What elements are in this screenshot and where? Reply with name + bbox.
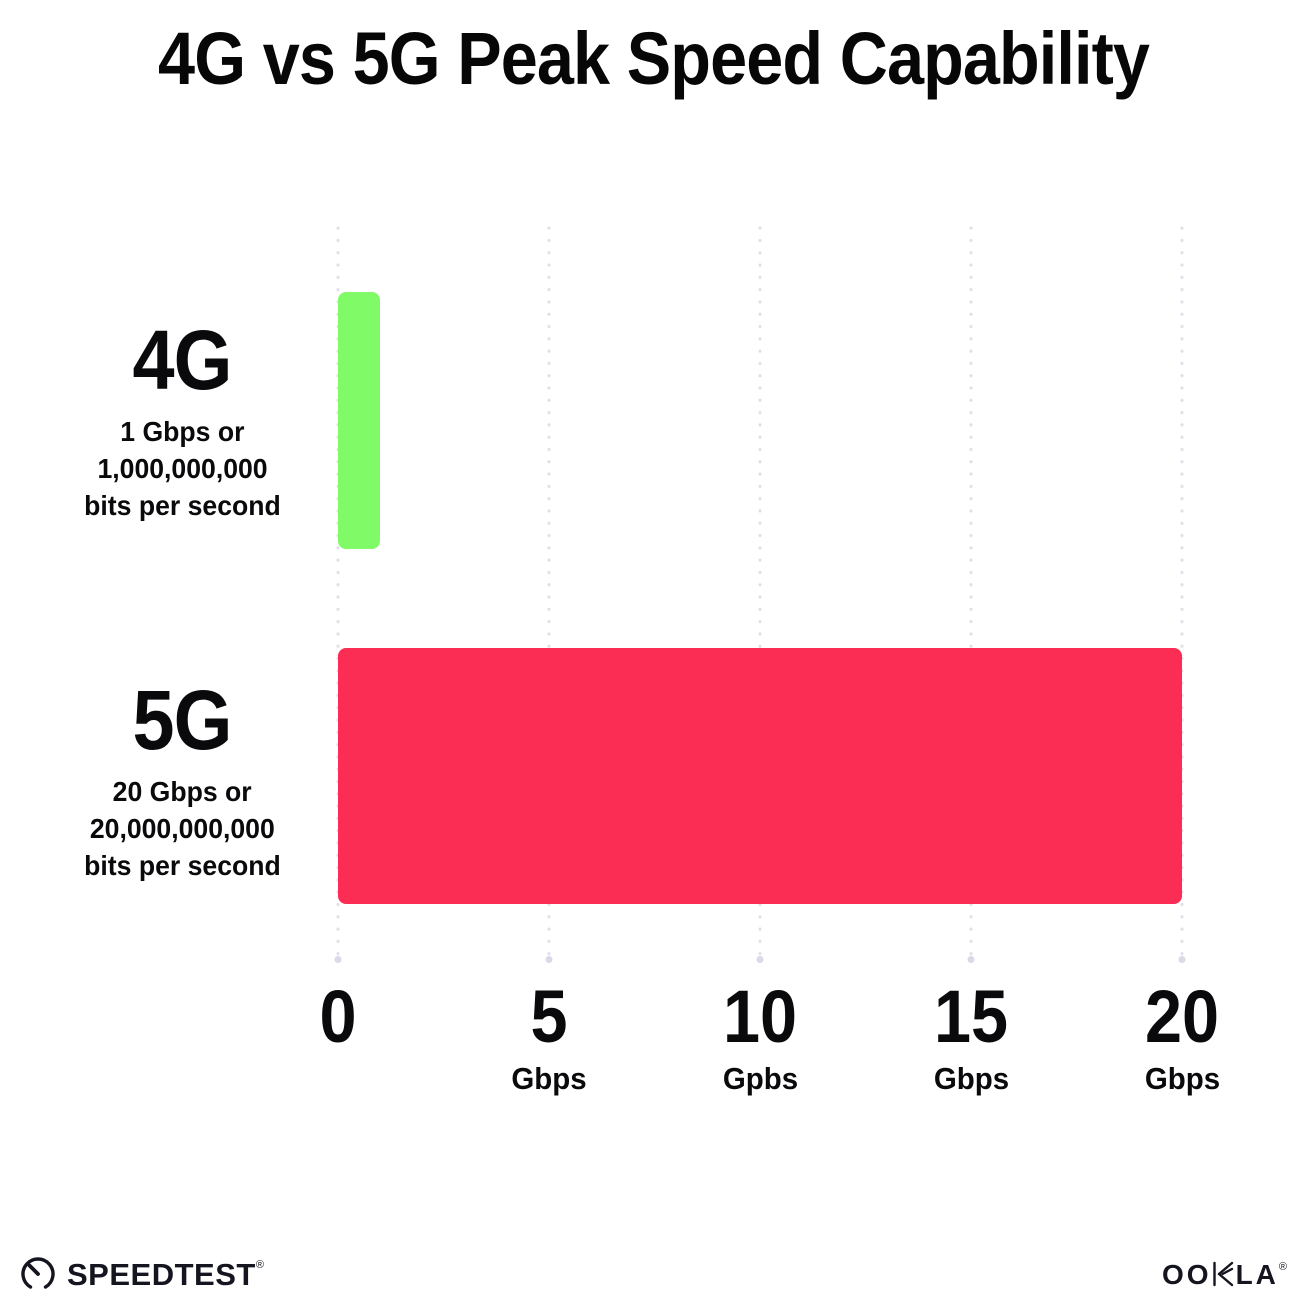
x-tick-value: 0 [319, 975, 357, 1058]
gridline [336, 222, 340, 959]
gridline [1180, 222, 1184, 959]
x-tick: 10 Gpbs [719, 980, 801, 1097]
desc-line: 20,000,000,000 [90, 813, 275, 844]
speedtest-trademark: ® [255, 1259, 265, 1271]
category-label-5g: 5G 20 Gbps or 20,000,000,000 bits per se… [20, 678, 345, 884]
footer: SPEEDTEST® OO LA® [18, 1250, 1290, 1300]
x-tick-value: 20 [1144, 975, 1220, 1058]
gridline [547, 222, 551, 959]
bar-5g [338, 648, 1182, 904]
speedtest-logo: SPEEDTEST® [18, 1253, 264, 1298]
gridline [758, 222, 762, 959]
category-label-4g: 4G 1 Gbps or 1,000,000,000 bits per seco… [20, 318, 345, 524]
x-axis: 0 5 Gbps 10 Gpbs 15 Gbps 20 Gbps [319, 980, 1219, 1110]
x-tick-unit: Gbps [1144, 1061, 1220, 1096]
x-tick-value: 10 [722, 975, 798, 1058]
bar-4g [338, 292, 381, 549]
ookla-logo: OO LA® [1162, 1259, 1290, 1292]
desc-line: 20 Gbps or [113, 776, 252, 807]
ookla-k-icon [1211, 1260, 1235, 1293]
x-tick: 0 [317, 980, 358, 1097]
desc-line: bits per second [84, 490, 281, 521]
x-tick-unit: Gbps [933, 1061, 1009, 1096]
category-5g-title: 5G [132, 673, 233, 767]
x-tick-unit: Gpbs [722, 1061, 798, 1096]
ookla-wordmark-right: LA® [1235, 1259, 1290, 1290]
x-tick-value: 5 [530, 975, 568, 1058]
desc-line: 1 Gbps or [120, 416, 245, 447]
category-4g-description: 1 Gbps or 1,000,000,000 bits per second [20, 413, 345, 524]
x-tick-unit: Gbps [511, 1061, 587, 1096]
chart-title: 4G vs 5G Peak Speed Capability [158, 17, 1151, 100]
desc-line: bits per second [84, 850, 281, 881]
category-4g-title: 4G [132, 313, 233, 407]
gridline [969, 222, 973, 959]
desc-line: 1,000,000,000 [97, 453, 268, 484]
chart-plot-area [336, 222, 1184, 959]
ookla-wordmark-left: OO [1162, 1259, 1212, 1290]
x-tick: 15 Gbps [930, 980, 1012, 1097]
ookla-trademark: ® [1278, 1261, 1290, 1273]
category-5g-description: 20 Gbps or 20,000,000,000 bits per secon… [20, 773, 345, 884]
page-title: 4G vs 5G Peak Speed Capability [0, 16, 1308, 101]
speedtest-wordmark: SPEEDTEST® [67, 1257, 265, 1292]
x-tick-value: 15 [933, 975, 1009, 1058]
x-tick: 20 Gbps [1141, 980, 1223, 1097]
x-tick: 5 Gbps [509, 980, 588, 1097]
speedometer-icon [18, 1253, 58, 1298]
